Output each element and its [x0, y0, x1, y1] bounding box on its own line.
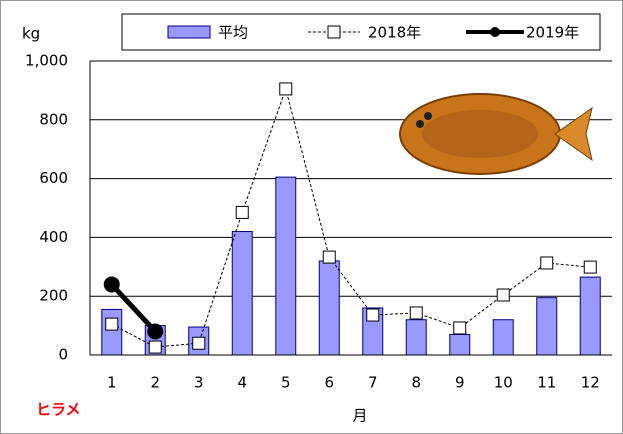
y-axis-label: kg: [22, 25, 40, 43]
point: [105, 317, 119, 331]
x-tick-label: 9: [455, 374, 465, 392]
point: [322, 250, 336, 264]
bar: [405, 319, 427, 356]
x-tick-label: 4: [237, 374, 247, 392]
bar: [492, 319, 514, 356]
bar: [231, 231, 253, 356]
point: [279, 82, 293, 96]
legend-label: 2019年: [526, 24, 579, 42]
line: [109, 282, 158, 334]
point: [496, 288, 510, 302]
fish-illustration: [399, 93, 593, 175]
point: [235, 205, 249, 219]
x-tick-label: 12: [581, 374, 600, 392]
y-tick-label: 0: [58, 346, 68, 364]
x-tick-label: 10: [494, 374, 513, 392]
y-tick-label: 800: [39, 110, 68, 128]
point: [148, 340, 162, 354]
y-tick-label: 600: [39, 169, 68, 187]
bar: [449, 333, 471, 356]
bar: [579, 276, 601, 356]
bar: [318, 260, 340, 356]
fish-tail: [554, 106, 593, 162]
legend-swatch: [490, 27, 500, 37]
point: [366, 308, 380, 322]
x-tick-label: 1: [107, 374, 117, 392]
x-tick-label: 11: [537, 374, 556, 392]
bar: [275, 176, 297, 356]
x-tick-label: 5: [281, 374, 291, 392]
bar: [536, 297, 558, 356]
fish-eye: [424, 112, 432, 120]
x-tick-label: 3: [194, 374, 204, 392]
legend-label: 2018年: [368, 24, 421, 42]
x-tick-label: 8: [411, 374, 421, 392]
x-tick-label: 7: [368, 374, 378, 392]
point: [147, 323, 164, 340]
y-tick-label: 200: [39, 287, 68, 305]
legend-label: 平均: [218, 24, 248, 42]
bar: [101, 308, 123, 356]
legend-swatch: [327, 25, 341, 39]
x-tick-label: 6: [324, 374, 334, 392]
point: [192, 336, 206, 350]
y-tick-label: 1,000: [25, 52, 68, 70]
legend-swatch: [167, 25, 211, 39]
point: [540, 256, 554, 270]
point: [103, 276, 120, 293]
point: [583, 260, 597, 274]
point: [409, 306, 423, 320]
fish-eye: [416, 120, 424, 128]
point: [453, 321, 467, 335]
fish-inner: [422, 110, 538, 158]
x-axis-label: 月: [352, 407, 367, 425]
line: [111, 87, 591, 348]
y-tick-label: 400: [39, 228, 68, 246]
species-label: ヒラメ: [36, 401, 81, 419]
x-tick-label: 2: [150, 374, 160, 392]
